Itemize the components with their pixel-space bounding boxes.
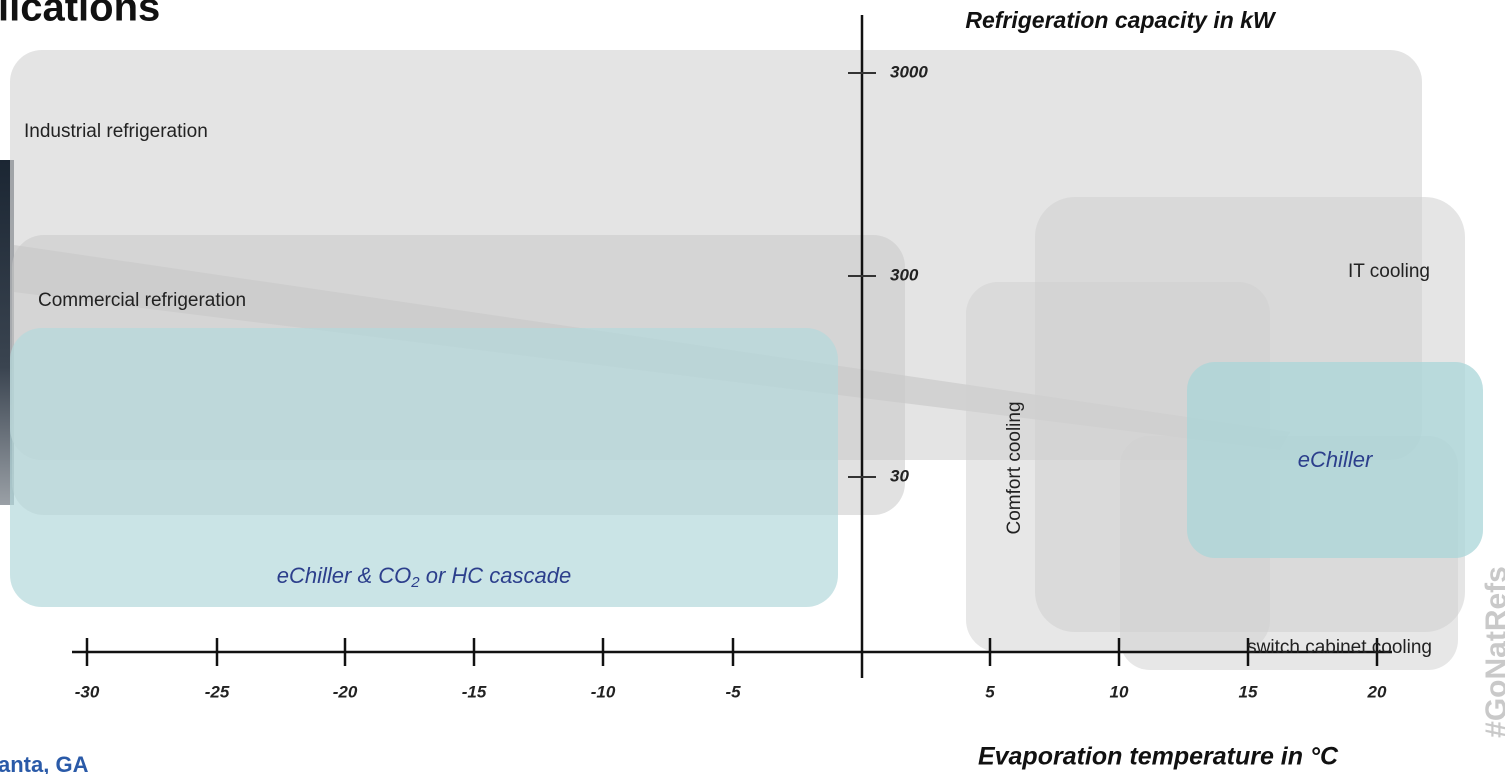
region-label: Comfort cooling (1004, 401, 1025, 534)
y-axis-label: Refrigeration capacity in kW (965, 7, 1277, 33)
y-tick-label: 300 (890, 265, 919, 284)
x-tick-label: -15 (462, 682, 487, 701)
x-axis-label: Evaporation temperature in °C (978, 743, 1339, 771)
x-tick-label: -10 (591, 682, 616, 701)
x-tick-label: -30 (75, 682, 100, 701)
region-label: IT cooling (1348, 261, 1430, 282)
y-tick-label: 30 (890, 466, 909, 485)
footer: anta, GA (0, 752, 89, 774)
x-tick-label: 10 (1110, 682, 1129, 701)
label-part: eChiller & CO (277, 563, 411, 588)
cascade-region (10, 328, 838, 607)
label-part: 2 (410, 574, 420, 591)
region-label: eChiller (1298, 447, 1374, 472)
watermark: #GoNatRefs (1480, 566, 1505, 738)
x-tick-label: -5 (725, 682, 741, 701)
label-part: or HC cascade (420, 563, 572, 588)
title: lications (0, 0, 160, 30)
region-label: Commercial refrigeration (38, 290, 246, 311)
region-label: Industrial refrigeration (24, 121, 208, 142)
x-tick-label: 15 (1239, 682, 1258, 701)
x-tick-label: -25 (205, 682, 230, 701)
x-tick-label: 20 (1367, 682, 1387, 701)
echiller-region (1187, 362, 1483, 558)
x-tick-label: 5 (985, 682, 995, 701)
x-tick-label: -20 (333, 682, 358, 701)
region-label: eChiller & CO2 or HC cascade (277, 563, 571, 591)
y-tick-label: 3000 (890, 62, 928, 81)
region-label: switch cabinet cooling (1247, 637, 1432, 658)
